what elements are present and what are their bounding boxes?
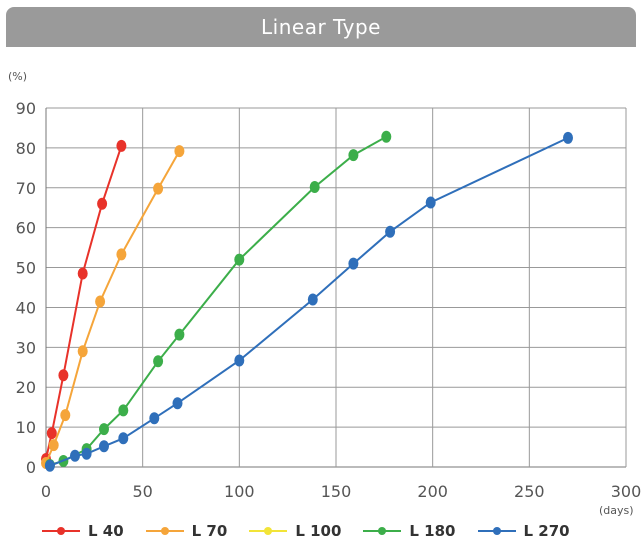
legend-swatch-l100 — [249, 525, 288, 537]
axis-labels: (%) (days) — [8, 70, 634, 517]
legend-label-l100: L 100 — [295, 522, 342, 540]
legend-swatch-l70 — [145, 525, 184, 537]
data-point-l40 — [116, 139, 127, 152]
y-tick-label: 60 — [16, 219, 36, 238]
legend-label-l40: L 40 — [88, 522, 124, 540]
legend-label-l180: L 180 — [409, 522, 456, 540]
data-point-l180 — [381, 130, 392, 143]
legend-label-l270: L 270 — [523, 522, 570, 540]
data-point-l180 — [118, 404, 129, 417]
data-point-l270 — [44, 459, 55, 472]
grid — [45, 107, 627, 468]
data-point-l270 — [348, 257, 359, 270]
data-point-l270 — [425, 196, 436, 209]
data-point-l270 — [172, 397, 183, 410]
legend-item-l180: L 180 — [363, 522, 456, 540]
x-tick-label: 0 — [41, 482, 51, 501]
y-tick-label: 0 — [26, 458, 36, 477]
legend-label-l70: L 70 — [191, 522, 228, 540]
chart-title: Linear Type — [261, 15, 381, 39]
y-tick-label: 80 — [16, 139, 36, 158]
x-tick-label: 150 — [321, 482, 352, 501]
data-point-l70 — [153, 182, 164, 195]
data-point-l270 — [307, 293, 318, 306]
legend-item-l40: L 40 — [42, 522, 124, 540]
data-point-l40 — [77, 267, 88, 280]
x-tick-label: 50 — [132, 482, 152, 501]
legend-dot — [378, 527, 387, 535]
data-point-l270 — [563, 131, 573, 144]
x-tick-label: 300 — [611, 482, 641, 501]
data-point-l180 — [348, 149, 359, 162]
data-point-l270 — [99, 440, 109, 453]
x-tick-label: 100 — [224, 482, 255, 501]
data-point-l270 — [385, 225, 396, 238]
series — [41, 130, 573, 472]
legend-item-l270: L 270 — [477, 522, 570, 540]
y-tick-label: 20 — [16, 378, 36, 397]
data-point-l180 — [309, 181, 320, 193]
data-point-l70 — [116, 248, 127, 261]
series-l270 — [44, 131, 573, 472]
legend-dot — [492, 527, 501, 535]
data-point-l70 — [77, 345, 88, 358]
legend-item-l70: L 70 — [145, 522, 228, 540]
data-point-l180 — [234, 253, 245, 266]
data-point-l180 — [153, 355, 164, 368]
legend-swatch-l40 — [42, 525, 80, 537]
series-line-l40 — [45, 145, 123, 460]
x-tick-label: 250 — [514, 482, 545, 501]
legend-dot — [264, 527, 273, 535]
chart-legend: L 40 L 70 L 100 L 180 L 270 — [42, 519, 622, 543]
data-point-l40 — [58, 369, 69, 382]
data-point-l270 — [149, 412, 160, 425]
y-tick-label: 90 — [16, 99, 36, 118]
data-point-l70 — [60, 409, 71, 422]
data-point-l270 — [118, 432, 129, 445]
legend-dot — [160, 527, 169, 535]
legend-swatch-l180 — [363, 525, 402, 537]
series-l40 — [41, 139, 127, 465]
data-point-l70 — [48, 439, 59, 452]
y-tick-label: 40 — [16, 298, 36, 317]
legend-dot — [57, 527, 65, 535]
x-axis-unit-label: (days) — [599, 504, 634, 517]
legend-item-l100: L 100 — [249, 522, 341, 540]
y-axis-unit-label: (%) — [8, 70, 27, 83]
legend-swatch-l270 — [477, 525, 516, 537]
y-tick-label: 30 — [16, 338, 36, 357]
chart-title-bar: Linear Type — [6, 7, 636, 47]
data-point-l270 — [234, 354, 245, 367]
data-point-l40 — [97, 197, 108, 210]
x-tick-label: 200 — [417, 482, 448, 501]
y-tick-label: 50 — [16, 259, 36, 278]
data-point-l270 — [81, 447, 92, 460]
data-point-l70 — [95, 295, 106, 308]
data-point-l180 — [99, 423, 109, 436]
data-point-l70 — [174, 145, 185, 158]
tick-labels: 0 10 20 30 40 50 60 70 80 90 0 50 100 150 200 250 300 — [16, 99, 641, 501]
data-point-l180 — [174, 328, 185, 341]
y-tick-label: 10 — [16, 418, 36, 437]
data-point-l40 — [46, 427, 57, 440]
y-tick-label: 70 — [16, 179, 36, 198]
data-point-l270 — [70, 449, 80, 462]
